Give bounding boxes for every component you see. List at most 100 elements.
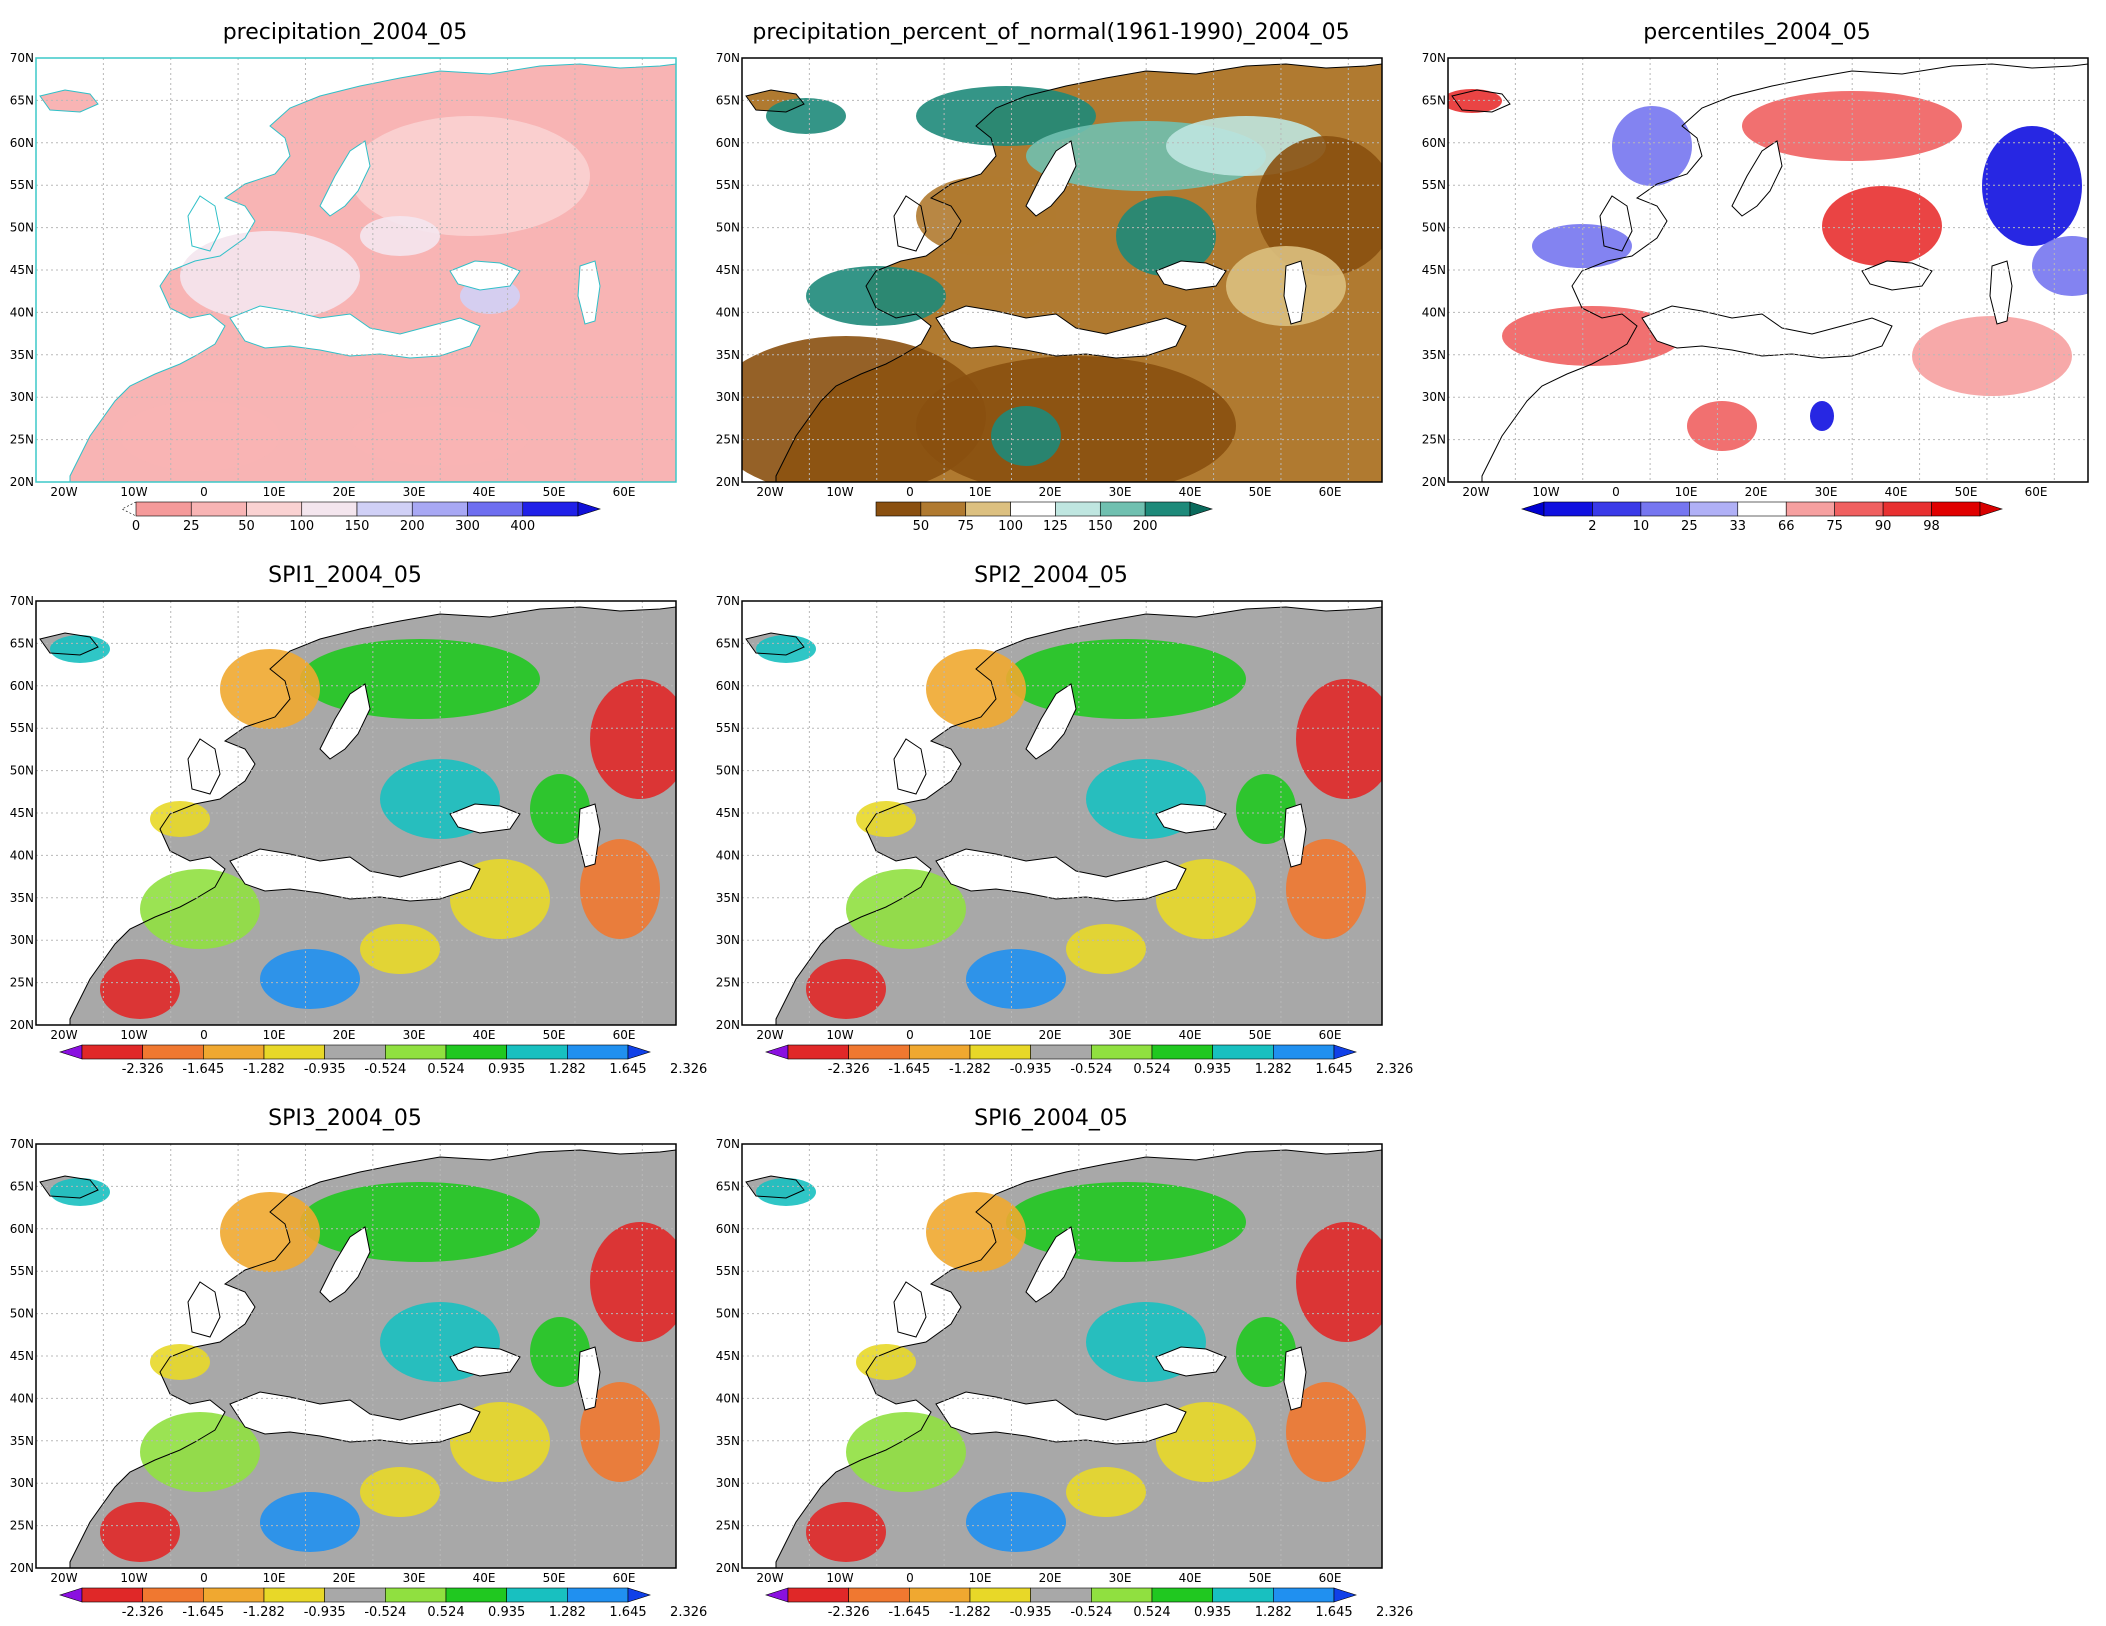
sea-mask	[1026, 684, 1076, 759]
lat-tick-label: 50N	[10, 221, 34, 235]
colorbar-right-arrow	[1189, 501, 1213, 517]
colorbar-label: 200	[400, 519, 425, 534]
coastline	[893, 1281, 927, 1338]
colorbar-segment	[1931, 501, 1981, 517]
lat-tick-label: 60N	[716, 679, 740, 693]
anomaly-contour	[100, 959, 180, 1019]
coastline	[935, 848, 1187, 902]
lon-tick-label: 20W	[50, 485, 77, 499]
anomaly-contour	[991, 406, 1061, 466]
coastline	[1283, 1346, 1307, 1411]
sea-mask	[936, 306, 1186, 358]
anomaly-contour	[1448, 89, 1502, 113]
lon-tick-label: 60E	[613, 1571, 636, 1585]
colorbar-label: 98	[1923, 519, 1940, 534]
anomaly-contour	[806, 1502, 886, 1562]
lat-tick-label: 25N	[716, 976, 740, 990]
sea-mask	[936, 849, 1186, 901]
colorbar-segment	[567, 1587, 629, 1603]
coastline	[69, 63, 676, 482]
lon-tick-label: 10W	[826, 1571, 853, 1585]
colorbar-segment	[1273, 1587, 1335, 1603]
lat-tick-label: 45N	[10, 806, 34, 820]
coastline	[187, 195, 221, 252]
anomaly-contour	[1256, 136, 1382, 276]
anomaly-contour	[580, 839, 660, 939]
anomaly-contour	[1006, 1182, 1246, 1262]
colorbar-left-arrow	[121, 501, 137, 517]
sea-mask	[578, 804, 600, 867]
anomaly-contour	[580, 1382, 660, 1482]
coastline	[319, 140, 371, 217]
anomaly-contour	[150, 801, 210, 837]
colorbar-segment	[1882, 501, 1932, 517]
colorbar-label: 125	[1043, 519, 1068, 534]
lon-tick-label: 20W	[756, 1571, 783, 1585]
lat-tick-label: 40N	[716, 305, 740, 319]
colorbar-right-arrow	[1333, 1587, 1357, 1603]
lat-tick-label: 20N	[10, 1561, 34, 1575]
lat-tick-label: 25N	[10, 433, 34, 447]
lon-tick-label: 30E	[403, 1028, 426, 1042]
lat-tick-label: 65N	[10, 93, 34, 107]
lon-tick-label: 20E	[333, 1571, 356, 1585]
lat-tick-label: 60N	[10, 679, 34, 693]
lon-tick-label: 20W	[1462, 485, 1489, 499]
lat-tick-label: 70N	[716, 51, 740, 65]
lat-tick-label: 20N	[10, 475, 34, 489]
lat-tick-label: 40N	[10, 1391, 34, 1405]
lat-tick-label: 70N	[1422, 51, 1446, 65]
colorbar-segment	[965, 501, 1011, 517]
lat-tick-label: 25N	[1422, 433, 1446, 447]
panel-percentiles: percentiles_2004_05 70N 65N 60N 55N 50N 45N 40…	[1412, 20, 2102, 540]
anomaly-contour	[220, 1192, 320, 1272]
lon-tick-label: 60E	[613, 1028, 636, 1042]
map-spi1: 70N 65N 60N 55N 50N 45N 40N 35N 30N 25N 20N 20W 10W 0…	[10, 594, 677, 1042]
coastline	[577, 1346, 601, 1411]
colorbar-segment	[1212, 1044, 1274, 1060]
anomaly-contour	[1066, 924, 1146, 974]
anomaly-contour	[150, 1344, 210, 1380]
coastline	[69, 1149, 676, 1568]
colorbar-segment	[263, 1044, 325, 1060]
lat-tick-label: 40N	[716, 848, 740, 862]
map-field	[1448, 58, 2088, 482]
lat-tick-label: 60N	[716, 136, 740, 150]
colorbar-label: -0.524	[364, 1605, 406, 1620]
colorbar-segment	[1592, 501, 1642, 517]
map-spi6: 70N 65N 60N 55N 50N 45N 40N 35N 30N 25N 20N 20W 10W 0…	[716, 1137, 1383, 1585]
lat-tick-label: 25N	[10, 976, 34, 990]
map-field	[742, 601, 1382, 1025]
sea-mask	[450, 261, 520, 290]
lon-tick-label: 20E	[1039, 1571, 1062, 1585]
sea-mask	[1284, 261, 1306, 324]
map-frame	[1447, 57, 2089, 483]
colorbar-label: -0.524	[1070, 1605, 1112, 1620]
colorbar-label: 50	[913, 519, 930, 534]
sea-mask	[450, 804, 520, 833]
anomaly-contour	[1687, 401, 1757, 451]
colorbar-segment	[81, 1587, 143, 1603]
colorbar-label: 1.282	[549, 1062, 586, 1077]
colorbar-label: 0.935	[1194, 1062, 1231, 1077]
colorbar-segment	[203, 1044, 265, 1060]
lon-tick-label: 60E	[2025, 485, 2048, 499]
colorbar-segment	[385, 1044, 447, 1060]
colorbar-label: 400	[510, 519, 535, 534]
colorbar-segment	[411, 501, 468, 517]
colorbar-label: -1.645	[182, 1062, 224, 1077]
lat-tick-label: 60N	[10, 1222, 34, 1236]
lon-tick-label: 10W	[120, 485, 147, 499]
anomaly-contour	[916, 356, 1236, 482]
colorbar-segment	[875, 501, 922, 517]
lat-tick-label: 60N	[1422, 136, 1446, 150]
colorbar-label: -2.326	[828, 1062, 870, 1077]
lon-tick-label: 20W	[50, 1571, 77, 1585]
lon-tick-label: 10E	[263, 485, 286, 499]
lat-tick-label: 35N	[10, 348, 34, 362]
coastline	[745, 632, 805, 656]
coastline	[745, 1175, 805, 1199]
lon-tick-label: 20E	[1039, 485, 1062, 499]
colorbar-label: 2.326	[1376, 1605, 1413, 1620]
panel-title: precipitation_2004_05	[222, 20, 468, 45]
